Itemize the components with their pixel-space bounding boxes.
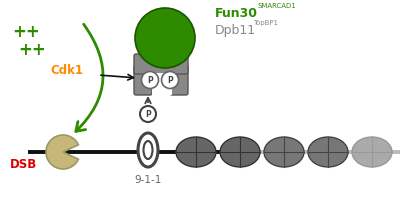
Text: TopBP1: TopBP1 <box>253 20 278 26</box>
Text: Fun30: Fun30 <box>215 7 258 20</box>
Circle shape <box>142 72 158 88</box>
Text: SMARCAD1: SMARCAD1 <box>258 3 297 9</box>
Circle shape <box>162 72 178 88</box>
Ellipse shape <box>176 137 216 167</box>
Ellipse shape <box>138 133 158 167</box>
Text: Dpb11: Dpb11 <box>215 23 256 36</box>
Text: Cdk1: Cdk1 <box>50 63 83 76</box>
Text: ++: ++ <box>12 23 40 41</box>
Text: P: P <box>147 75 153 85</box>
Ellipse shape <box>352 137 392 167</box>
Text: 9-1-1: 9-1-1 <box>134 175 162 185</box>
FancyBboxPatch shape <box>134 65 152 95</box>
Text: P: P <box>145 110 151 119</box>
Wedge shape <box>46 135 78 169</box>
Ellipse shape <box>308 137 348 167</box>
Circle shape <box>135 8 195 68</box>
Ellipse shape <box>264 137 304 167</box>
Text: ++: ++ <box>18 41 46 59</box>
FancyArrowPatch shape <box>76 24 103 131</box>
Text: DSB: DSB <box>10 159 37 172</box>
FancyBboxPatch shape <box>170 65 188 95</box>
Text: P: P <box>167 75 173 85</box>
Ellipse shape <box>220 137 260 167</box>
Circle shape <box>140 106 156 122</box>
FancyBboxPatch shape <box>152 73 172 95</box>
Ellipse shape <box>144 141 152 159</box>
FancyBboxPatch shape <box>134 54 188 74</box>
